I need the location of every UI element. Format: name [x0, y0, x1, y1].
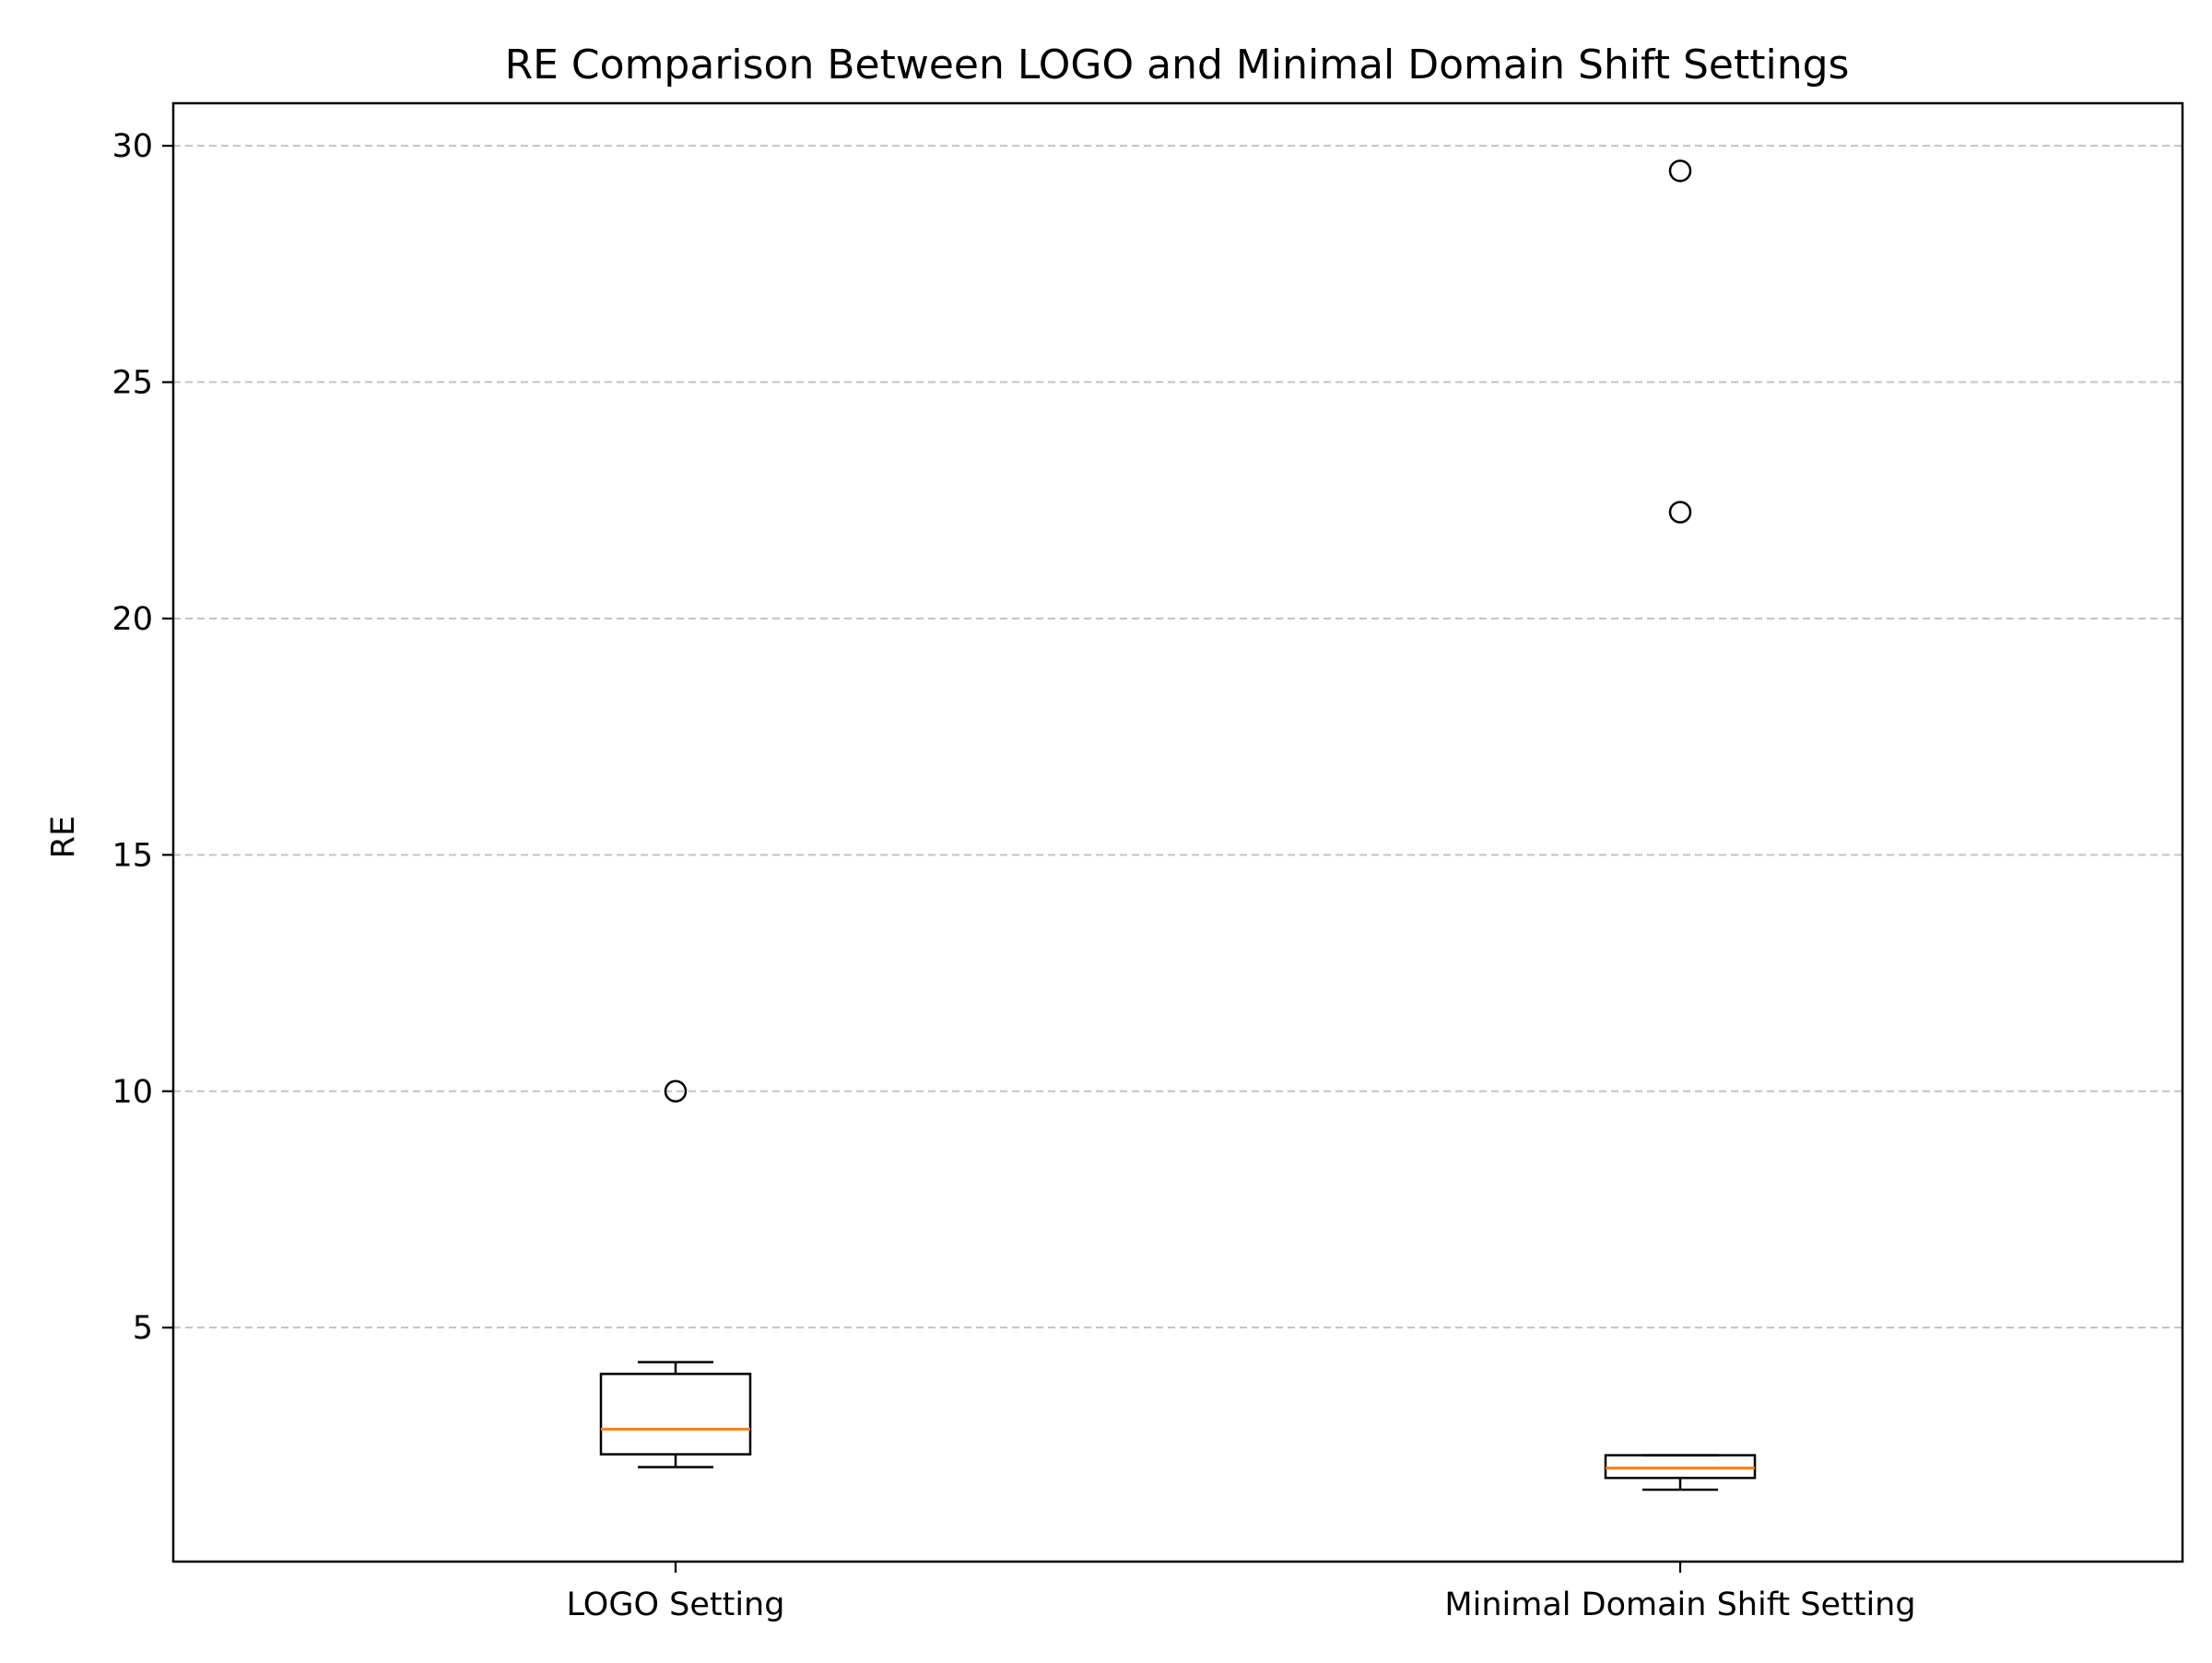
y-tick-label: 15 — [112, 837, 153, 874]
x-tick-label: LOGO Setting — [567, 1586, 785, 1623]
plot-frame — [171, 101, 2184, 1563]
outlier-point — [1668, 501, 1692, 524]
y-tick-label: 5 — [133, 1310, 153, 1347]
chart-title: RE Comparison Between LOGO and Minimal D… — [505, 41, 1850, 88]
box-group — [599, 1079, 752, 1468]
y-tick-label: 30 — [112, 128, 153, 165]
x-tick-label: Minimal Domain Shift Setting — [1444, 1586, 1915, 1623]
y-tick-label: 20 — [112, 601, 153, 638]
axis-ticks: 5 10 15 20 25 30 LOGO Setting Minimal Domain Sh… — [112, 128, 1915, 1623]
iqr-box — [599, 1373, 752, 1456]
y-tick-label: 25 — [112, 365, 153, 402]
y-axis-label: RE — [45, 816, 82, 858]
box-series — [599, 159, 1757, 1492]
iqr-box — [1604, 1454, 1757, 1480]
y-tick-label: 10 — [112, 1074, 153, 1111]
box-group — [1604, 159, 1757, 1492]
outlier-point — [664, 1079, 688, 1103]
outlier-point — [1668, 159, 1692, 183]
